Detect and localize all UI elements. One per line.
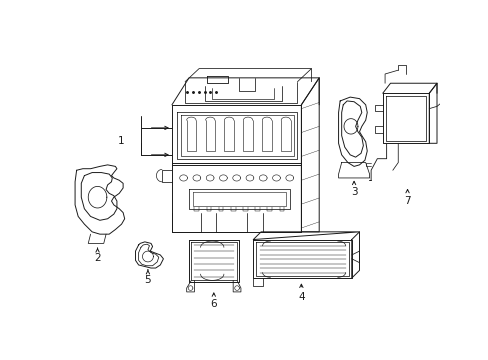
Text: 3: 3	[350, 187, 357, 197]
Text: 6: 6	[210, 299, 217, 309]
Text: 7: 7	[404, 196, 410, 206]
Text: 4: 4	[298, 292, 304, 302]
Text: 5: 5	[144, 275, 151, 285]
Text: 1: 1	[117, 136, 124, 146]
Text: 2: 2	[94, 253, 101, 263]
